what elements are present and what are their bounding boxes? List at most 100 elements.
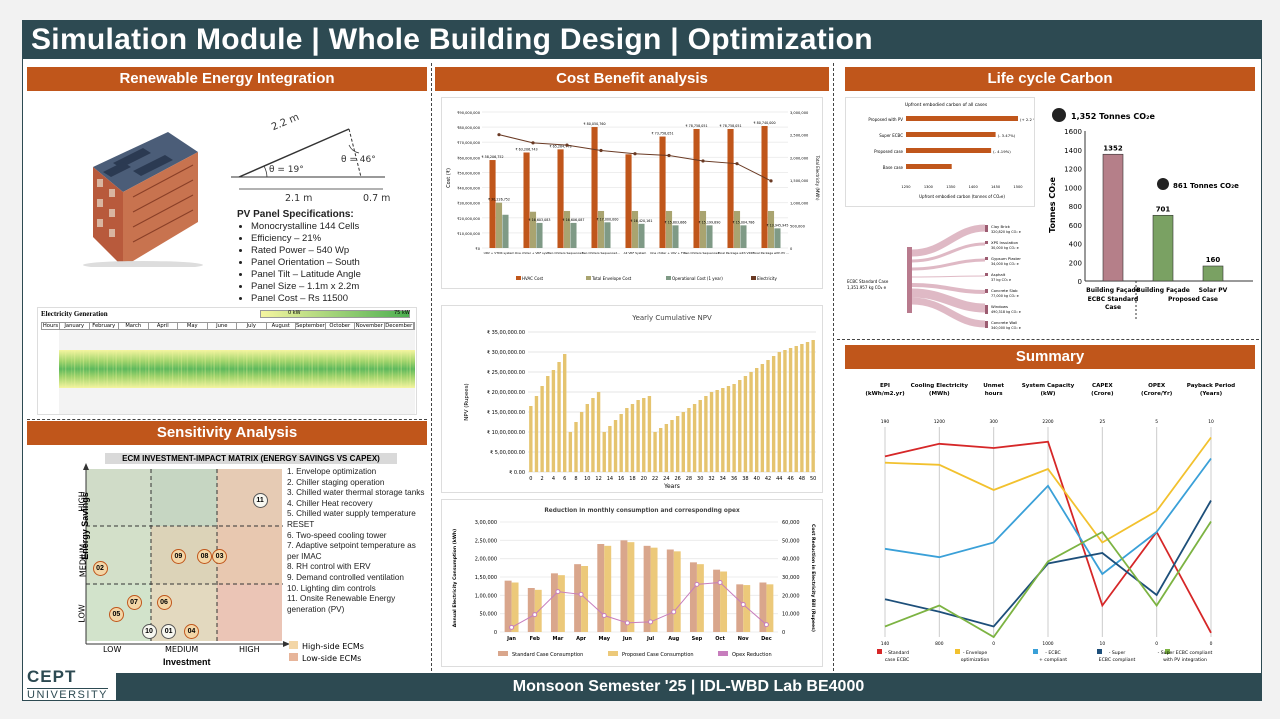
sankey-target-value: 320,820 kg CO₂ e xyxy=(991,230,1021,234)
bar-data-label: ₹ 78,758,051 xyxy=(686,124,708,128)
bar-data-label: 1352 xyxy=(1103,144,1123,152)
matrix-marker: 06 xyxy=(156,595,172,611)
sankey-target-label: Concrete Wall xyxy=(991,320,1017,325)
heatmap-cell xyxy=(249,350,251,388)
ecm-list: 1. Envelope optimization 2. Chiller stagi… xyxy=(287,467,429,615)
axis-title: (kW) xyxy=(1040,391,1055,397)
axis-top-label: 1200 xyxy=(934,419,945,425)
x-tick-label: Jun xyxy=(622,636,632,642)
x-tick-label: 2 xyxy=(541,476,544,482)
summary-series-line xyxy=(884,436,1212,544)
y-tick-label: ₹80,000,000 xyxy=(457,126,481,130)
axis-title: Unmet xyxy=(983,383,1004,389)
consumption-bar xyxy=(650,547,658,632)
x-tick-label: 40 xyxy=(754,476,760,482)
heatmap-cell xyxy=(70,350,73,388)
matrix-marker: 09 xyxy=(170,549,186,565)
matrix-marker: 03 xyxy=(212,549,228,565)
bar-hvac-cost xyxy=(659,136,666,248)
bar-data-label: ₹ 15,803,666 xyxy=(664,220,686,224)
y-tick-label: ₹50,000,000 xyxy=(457,171,481,175)
ecm-item: 10. Lighting dim controls xyxy=(287,583,376,593)
consumption-bar xyxy=(574,564,582,632)
bar-total-envelope-cost xyxy=(495,202,503,248)
x-tick-label: 1450 xyxy=(991,185,1001,189)
bar-total-envelope-cost xyxy=(767,210,775,248)
bar-total-envelope-cost xyxy=(597,210,605,248)
summary-chart-svg: EPI (kWh/m2.yr) 190 140 Cooling Electricity (… xyxy=(865,383,1235,663)
x-tick-label: Nov xyxy=(738,636,750,642)
heatmap-cell xyxy=(168,350,171,388)
npv-bar xyxy=(574,422,578,472)
y2-tick-label: 1,000,000 xyxy=(790,202,809,206)
electricity-point xyxy=(769,179,773,183)
y-tick-label: 800 xyxy=(1069,203,1082,211)
sankey-target-value: 34,000 kg CO₂ e xyxy=(991,262,1019,266)
y2-axis-label: Cost Reduction in Electricity Bill (Rupe… xyxy=(810,524,816,632)
npv-bar xyxy=(698,400,702,472)
consumption-bar xyxy=(511,582,519,632)
npv-bar xyxy=(743,376,748,472)
axis-bottom-label: 1000 xyxy=(1042,641,1053,647)
npv-bar xyxy=(625,408,629,472)
x-tick-label: 26 xyxy=(674,476,680,482)
legend-label: ECBC compliant xyxy=(1099,657,1136,663)
sankey-target-value: 77,000 kg CO₂ e xyxy=(991,294,1019,298)
bar-hvac-cost xyxy=(489,160,496,248)
x-tick-label: 12 xyxy=(595,476,601,482)
bar-data-label: ₹ 13,945,945 xyxy=(766,223,788,227)
heatmap-cell xyxy=(362,350,363,388)
legend-label: case ECBC xyxy=(885,657,909,663)
section-header-summary: Summary xyxy=(845,345,1255,369)
x-tick-label: 18 xyxy=(629,476,635,482)
sankey-target-node xyxy=(985,241,988,244)
consumption-bar xyxy=(666,549,674,632)
npv-bar xyxy=(788,348,793,472)
heatmap-cell xyxy=(240,350,242,388)
upfront-bar xyxy=(906,132,996,137)
heatmap-cell xyxy=(204,350,206,388)
heatmap-month-label: September xyxy=(296,323,326,329)
npv-bar xyxy=(800,344,804,472)
npv-bar xyxy=(771,356,776,472)
heatmap-cell xyxy=(162,350,165,388)
heatmap-hours-label: Hours xyxy=(42,323,60,329)
pv-spec-item: Monocrystalline 144 Cells xyxy=(251,221,427,233)
bar-total-envelope-cost xyxy=(733,210,741,248)
x-tick-label: Final Package with PV … xyxy=(753,251,789,255)
axis-top-label: 5 xyxy=(1155,419,1158,425)
opex-point xyxy=(578,591,584,597)
ecm-item: 4. Chiller Heat recovery xyxy=(287,498,373,508)
heatmap-cell xyxy=(406,350,408,388)
heatmap-cell xyxy=(177,350,180,388)
consumption-bar xyxy=(743,585,751,632)
heatmap-cell xyxy=(88,350,91,388)
pv-angle-2: θ = 46° xyxy=(341,155,376,165)
heatmap-cell xyxy=(94,350,97,388)
heatmap-cell xyxy=(370,350,373,388)
heatmap-cell xyxy=(207,350,209,388)
x-tick-high: HIGH xyxy=(239,645,260,654)
x-tick-label: 4 xyxy=(552,476,555,482)
carbon-bar xyxy=(1202,265,1224,282)
upfront-bar xyxy=(906,148,992,153)
chart-title: Upfront embodied carbon of all cases xyxy=(905,102,988,108)
x-axis-label: Investment xyxy=(163,657,211,667)
axis-title: EPI xyxy=(880,383,890,389)
legend-label: Electricity xyxy=(757,276,778,281)
x-tick-label: 1400 xyxy=(969,185,979,189)
opex-point xyxy=(717,580,723,585)
ecm-item: 8. RH control with ERV xyxy=(287,562,371,572)
npv-bar xyxy=(704,396,708,472)
npv-bar xyxy=(659,428,663,472)
carbon-bar xyxy=(1152,214,1174,282)
x-tick-label: Oct xyxy=(715,636,725,642)
pv-spec-item: Efficiency – 21% xyxy=(251,233,427,245)
heatmap-cell xyxy=(308,350,310,388)
co2-cloud-icon xyxy=(1157,178,1169,190)
heatmap-cell xyxy=(305,350,307,388)
heatmap-month-row: Hours January February March April May June Ju… xyxy=(41,322,415,330)
y-tick-label: ₹40,000,000 xyxy=(457,187,481,191)
ecm-item: 1. Envelope optimization xyxy=(287,467,377,476)
heatmap-month-label: November xyxy=(355,323,385,329)
